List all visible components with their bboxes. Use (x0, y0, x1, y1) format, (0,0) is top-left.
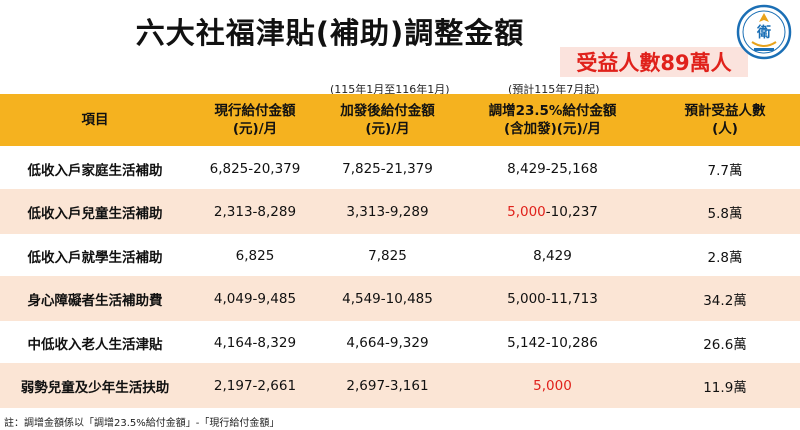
header-adjusted: 調增23.5%給付金額 (含加發)(元)/月 (488, 103, 617, 137)
row-people: 7.7萬 (707, 162, 743, 179)
row-adjusted: 5,000-11,713 (507, 290, 598, 307)
row-people: 11.9萬 (703, 379, 747, 396)
footnote: 註：調增金額係以「調增23.5%給付金額」-「現行給付金額」 (4, 418, 280, 429)
row-added: 3,313-9,289 (346, 203, 429, 220)
row-item: 身心障礙者生活補助費 (27, 292, 163, 309)
table-row: 低收入戶兒童生活補助 2,313-8,289 3,313-9,289 5,000… (0, 189, 800, 234)
row-current: 6,825-20,379 (209, 160, 301, 177)
row-adjusted: 5,000 -10,237 (507, 203, 598, 220)
row-added: 2,697-3,161 (346, 377, 429, 394)
table-header: 項目 現行給付金額 (元)/月 加發後給付金額 (元)/月 調增23.5%給付金額(… (0, 94, 800, 146)
table-row: 中低收入老人生活津貼 4,164-8,329 4,664-9,329 5,142… (0, 320, 800, 365)
header-added: 加發後給付金額 (元)/月 (340, 103, 435, 137)
estimate-note: (預計115年7月起) (508, 83, 600, 96)
row-item: 低收入戶兒童生活補助 (27, 205, 163, 222)
header-people: 預計受益人數 (人) (684, 103, 766, 137)
row-current: 4,164-8,329 (213, 334, 297, 351)
row-added: 7,825-21,379 (342, 160, 433, 177)
row-current: 2,197-2,661 (213, 377, 297, 394)
svg-text:衛: 衛 (756, 24, 771, 41)
ministry-logo-icon: 衛 (736, 4, 792, 60)
table-row: 低收入戶就學生活補助 6,825 7,825 8,429 2.8萬 (0, 233, 800, 278)
row-item: 低收入戶家庭生活補助 (27, 162, 163, 179)
table-row: 低收入戶家庭生活補助 6,825-20,379 7,825-21,379 8,4… (0, 146, 800, 191)
row-added: 4,549-10,485 (342, 290, 433, 307)
row-adjusted: 5,142-10,286 (507, 334, 598, 351)
row-adjusted: 5,000 (533, 377, 572, 394)
row-current: 6,825 (235, 247, 275, 264)
row-item: 弱勢兒童及少年生活扶助 (20, 379, 170, 396)
period-note: (115年1月至116年1月) (330, 83, 450, 96)
row-added: 4,664-9,329 (346, 334, 429, 351)
row-item: 低收入戶就學生活補助 (27, 249, 163, 266)
row-adjusted: 8,429-25,168 (507, 160, 598, 177)
header-item: 項目 (81, 112, 109, 128)
row-people: 5.8萬 (707, 205, 743, 222)
row-adjusted: 8,429 (533, 247, 572, 264)
row-current: 2,313-8,289 (213, 203, 297, 220)
row-people: 2.8萬 (707, 249, 743, 266)
row-people: 34.2萬 (703, 292, 747, 309)
header-current: 現行給付金額 (元)/月 (214, 103, 296, 137)
row-added: 7,825 (368, 247, 407, 264)
row-item: 中低收入老人生活津貼 (27, 336, 163, 353)
row-people: 26.6萬 (703, 336, 747, 353)
row-current: 4,049-9,485 (213, 290, 297, 307)
beneficiary-badge: 受益人數89萬人 (560, 47, 748, 77)
page-title: 六大社福津貼(補助)調整金額 (135, 16, 525, 50)
table-row: 弱勢兒童及少年生活扶助 2,197-2,661 2,697-3,161 5,00… (0, 363, 800, 408)
table-row: 身心障礙者生活補助費 4,049-9,485 4,549-10,485 5,00… (0, 276, 800, 321)
